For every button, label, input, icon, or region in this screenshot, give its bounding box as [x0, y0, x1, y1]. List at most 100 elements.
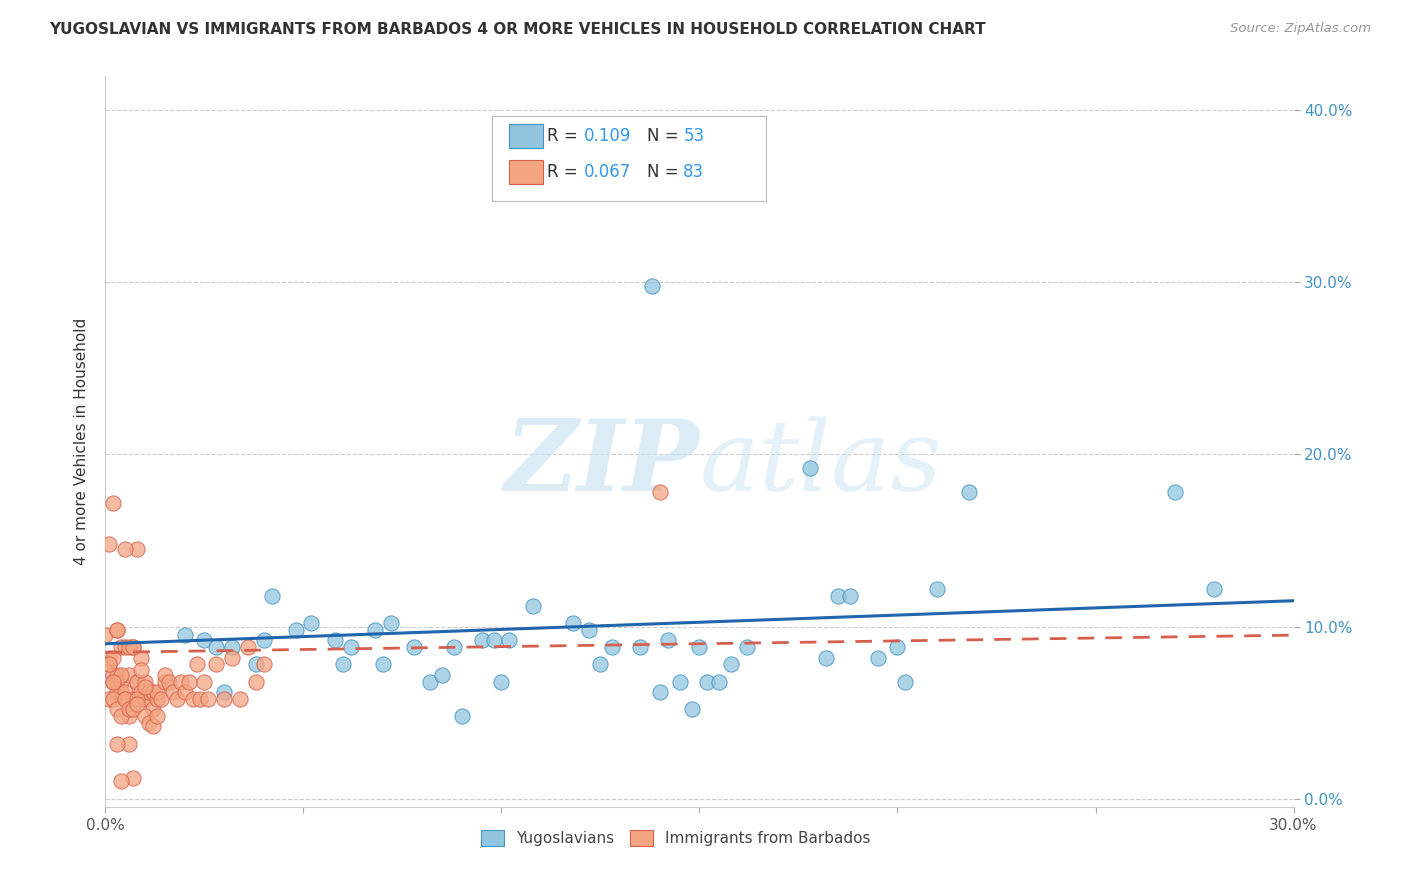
Point — [146, 691, 169, 706]
Text: 0.067: 0.067 — [583, 163, 631, 181]
Point — [122, 771, 145, 785]
Point — [284, 623, 307, 637]
Text: atlas: atlas — [700, 416, 942, 511]
Point — [648, 485, 671, 500]
Point — [253, 633, 276, 648]
Point — [138, 715, 160, 730]
Point — [98, 657, 121, 672]
Point — [323, 633, 346, 648]
Point — [177, 674, 200, 689]
Point — [197, 691, 219, 706]
Point — [170, 674, 193, 689]
Point — [886, 640, 908, 655]
Point — [105, 737, 128, 751]
Point — [98, 650, 121, 665]
Point — [103, 691, 125, 706]
Point — [149, 691, 172, 706]
Text: R =: R = — [547, 128, 583, 145]
Point — [98, 691, 121, 706]
Point — [94, 628, 117, 642]
Point — [118, 667, 141, 681]
Point — [735, 640, 758, 655]
Point — [799, 461, 821, 475]
Point — [127, 697, 149, 711]
Point — [491, 674, 513, 689]
Point — [153, 667, 176, 681]
Point — [162, 685, 184, 699]
Text: ZIP: ZIP — [505, 416, 700, 512]
Point — [105, 702, 128, 716]
Point — [668, 674, 690, 689]
Point — [482, 633, 505, 648]
Point — [371, 657, 394, 672]
Text: N =: N = — [647, 163, 683, 181]
Point — [561, 616, 583, 631]
Y-axis label: 4 or more Vehicles in Household: 4 or more Vehicles in Household — [75, 318, 90, 566]
Point — [110, 640, 132, 655]
Point — [205, 657, 228, 672]
Point — [689, 640, 711, 655]
Point — [214, 691, 236, 706]
Point — [894, 674, 917, 689]
Point — [589, 657, 612, 672]
Point — [127, 691, 149, 706]
Point — [1164, 485, 1187, 500]
Point — [214, 685, 236, 699]
Point — [142, 702, 165, 716]
Point — [332, 657, 354, 672]
Point — [153, 674, 176, 689]
Text: Source: ZipAtlas.com: Source: ZipAtlas.com — [1230, 22, 1371, 36]
Point — [253, 657, 276, 672]
Point — [641, 278, 664, 293]
Point — [103, 667, 125, 681]
Point — [118, 737, 141, 751]
Point — [221, 640, 243, 655]
Point — [127, 542, 149, 557]
Point — [696, 674, 718, 689]
Point — [110, 674, 132, 689]
Point — [827, 589, 849, 603]
Point — [129, 650, 152, 665]
Point — [129, 685, 152, 699]
Point — [134, 680, 156, 694]
Point — [925, 582, 948, 596]
Point — [114, 685, 136, 699]
Point — [661, 186, 683, 200]
Point — [142, 685, 165, 699]
Point — [498, 633, 520, 648]
Point — [157, 674, 180, 689]
Text: 53: 53 — [683, 128, 704, 145]
Point — [110, 774, 132, 789]
Point — [1204, 582, 1226, 596]
Point — [193, 674, 215, 689]
Point — [681, 702, 703, 716]
Point — [103, 674, 125, 689]
Legend: Yugoslavians, Immigrants from Barbados: Yugoslavians, Immigrants from Barbados — [475, 823, 876, 852]
Point — [299, 616, 322, 631]
Point — [118, 640, 141, 655]
Point — [450, 709, 472, 723]
Point — [134, 691, 156, 706]
Point — [957, 485, 980, 500]
Point — [134, 709, 156, 723]
Point — [364, 623, 387, 637]
Point — [236, 640, 259, 655]
Point — [114, 691, 136, 706]
Point — [709, 674, 731, 689]
Point — [122, 640, 145, 655]
Point — [103, 674, 125, 689]
Point — [419, 674, 441, 689]
Point — [98, 537, 121, 551]
Text: 0.109: 0.109 — [583, 128, 631, 145]
Point — [173, 685, 195, 699]
Text: R =: R = — [547, 163, 583, 181]
Point — [229, 691, 252, 706]
Point — [443, 640, 465, 655]
Point — [98, 657, 121, 672]
Point — [628, 640, 651, 655]
Point — [186, 657, 208, 672]
Text: N =: N = — [647, 128, 683, 145]
Point — [380, 616, 402, 631]
Point — [181, 691, 204, 706]
Point — [340, 640, 363, 655]
